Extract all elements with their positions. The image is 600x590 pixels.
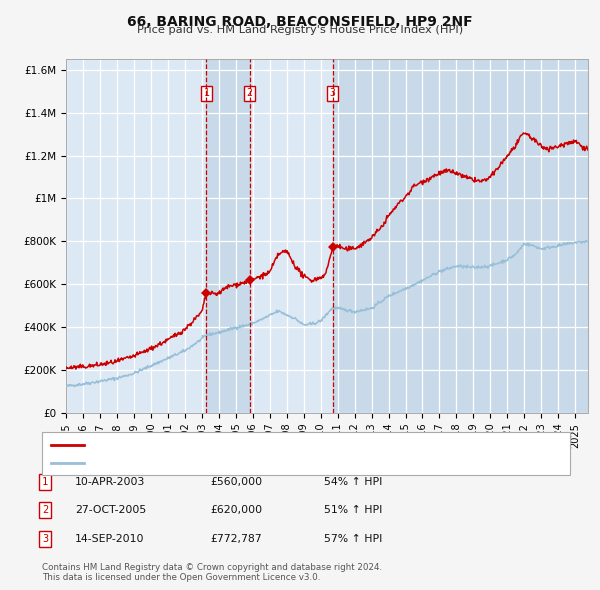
- Text: Price paid vs. HM Land Registry's House Price Index (HPI): Price paid vs. HM Land Registry's House …: [137, 25, 463, 35]
- Text: 27-OCT-2005: 27-OCT-2005: [75, 506, 146, 515]
- Text: 3: 3: [330, 88, 335, 99]
- Text: £620,000: £620,000: [210, 506, 262, 515]
- Text: 2: 2: [247, 88, 253, 99]
- Text: £560,000: £560,000: [210, 477, 262, 487]
- Text: 1: 1: [203, 88, 209, 99]
- Text: 3: 3: [42, 534, 48, 543]
- Text: 54% ↑ HPI: 54% ↑ HPI: [324, 477, 382, 487]
- Bar: [206, 59, 250, 413]
- Text: HPI: Average price, detached house, Buckinghamshire: HPI: Average price, detached house, Buck…: [91, 458, 362, 468]
- Text: 1: 1: [42, 477, 48, 487]
- Text: 51% ↑ HPI: 51% ↑ HPI: [324, 506, 382, 515]
- Text: This data is licensed under the Open Government Licence v3.0.: This data is licensed under the Open Gov…: [42, 573, 320, 582]
- Text: £772,787: £772,787: [210, 534, 262, 543]
- Text: 66, BARING ROAD, BEACONSFIELD, HP9 2NF (detached house): 66, BARING ROAD, BEACONSFIELD, HP9 2NF (…: [91, 440, 404, 450]
- Text: 14-SEP-2010: 14-SEP-2010: [75, 534, 145, 543]
- Text: 57% ↑ HPI: 57% ↑ HPI: [324, 534, 382, 543]
- Bar: [332, 59, 588, 413]
- Text: 10-APR-2003: 10-APR-2003: [75, 477, 145, 487]
- Text: 2: 2: [42, 506, 48, 515]
- Text: Contains HM Land Registry data © Crown copyright and database right 2024.: Contains HM Land Registry data © Crown c…: [42, 563, 382, 572]
- Text: 66, BARING ROAD, BEACONSFIELD, HP9 2NF: 66, BARING ROAD, BEACONSFIELD, HP9 2NF: [127, 15, 473, 29]
